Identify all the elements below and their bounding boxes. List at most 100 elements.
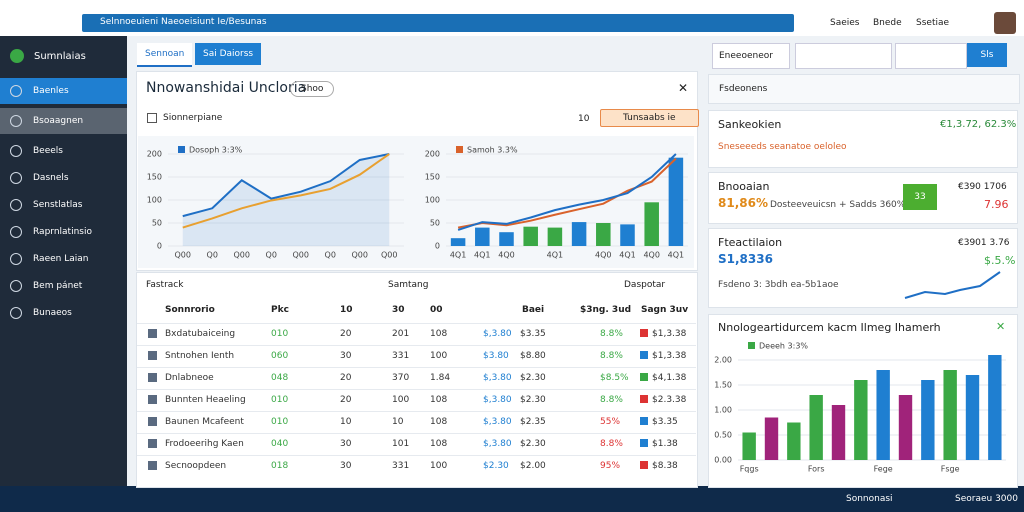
card [708, 172, 1018, 224]
nav-icon [10, 253, 22, 265]
bar [450, 238, 466, 246]
nav-item[interactable]: Bunaeos [33, 308, 72, 318]
toolbar-item[interactable]: Bnede [873, 18, 902, 28]
nav-icon [10, 85, 22, 97]
table-cell: $8.5% [600, 373, 629, 383]
toolbar-item[interactable]: Saeies [830, 18, 860, 28]
panel-button[interactable]: Shoo [290, 81, 335, 97]
row-icon [148, 439, 157, 448]
y-tick-label: 100 [425, 196, 440, 205]
table-cell: $,3.80 [483, 373, 512, 383]
nav-item[interactable]: Bsoaagnen [33, 116, 84, 126]
nav-icon [10, 307, 22, 319]
bar [596, 223, 611, 246]
x-tick-label: Q00 [175, 251, 191, 260]
card [708, 228, 1018, 308]
table-cell: $2.30 [483, 461, 509, 471]
x-tick-label: Q00 [234, 251, 250, 260]
badge: 33 [903, 184, 937, 210]
table-cell: 331 [392, 351, 410, 361]
x-tick-label: Fege [874, 465, 893, 474]
filter[interactable]: Fsdeonens [708, 74, 1020, 104]
row-divider [137, 433, 696, 434]
url: Selnnoeuieni Naeoeisiunt Ie/Besunas [100, 17, 267, 27]
table-cell: 8.8% [600, 351, 623, 361]
x-tick-label: Q00 [352, 251, 368, 260]
bar [547, 227, 563, 246]
x-tick-label: Fqgs [740, 465, 759, 474]
table-cell: Baunen Mcafeent [165, 417, 244, 427]
x-tick-label: Q00 [293, 251, 309, 260]
tab[interactable]: Sai Daiorss [195, 43, 262, 65]
nav-icon [10, 172, 22, 184]
checkbox-label[interactable]: Sionnerpiane [163, 113, 223, 123]
checkbox[interactable] [147, 113, 157, 123]
toggle[interactable]: Tunsaabs ie [600, 109, 699, 127]
input[interactable] [895, 43, 967, 69]
card-side: €3901 3.76 [958, 238, 1010, 248]
nav-item[interactable]: Beeels [33, 146, 63, 156]
cell-swatch [640, 395, 648, 403]
x-tick-label: 4Q0 [595, 251, 611, 260]
chart: 0 50 100 150 200 4Q1 4Q1 4Q0 4Q1 4Q0 4Q1 4Q0 4Q1 Samo… [425, 146, 688, 260]
table-header: $3ng. 3ud [580, 305, 632, 315]
table-filter[interactable]: Daspotar [624, 280, 666, 290]
y-tick-label: 1.50 [714, 381, 732, 390]
tab[interactable]: Sennoan [137, 43, 193, 67]
table-cell: 048 [271, 373, 289, 383]
table-cell: 060 [271, 351, 289, 361]
nav-item[interactable]: Baenles [33, 86, 69, 96]
table-cell: 8.8% [600, 329, 623, 339]
bar [921, 380, 935, 460]
y-tick-label: 150 [425, 173, 440, 182]
y-tick-label: 1.00 [714, 406, 732, 415]
table-cell: 331 [392, 461, 410, 471]
bar [499, 232, 514, 246]
address-bar[interactable] [82, 14, 794, 32]
table-cell: 100 [430, 351, 448, 361]
card-note: Dosteeveuicsn + Sadds 360% [770, 200, 906, 210]
bar [523, 226, 538, 246]
table-header: 10 [340, 305, 353, 315]
panel-title: Nnowanshidai Uncloria [146, 80, 307, 96]
card-value: 81,86% [718, 196, 768, 210]
bar [876, 370, 890, 460]
table-header: Sonnrorio [165, 305, 215, 315]
table-cell: $3.35 [652, 417, 678, 427]
x-tick-label: 4Q1 [668, 251, 684, 260]
table-cell: 018 [271, 461, 289, 471]
bar [898, 395, 913, 460]
cell-swatch [640, 373, 648, 381]
table-cell: $2.30 [520, 439, 546, 449]
x-tick-label: 4Q1 [450, 251, 466, 260]
nav-item[interactable]: Senstlatlas [33, 200, 83, 210]
row-divider [137, 411, 696, 412]
legend-swatch [456, 146, 463, 153]
row-divider [137, 367, 696, 368]
table-cell: 100 [392, 395, 410, 405]
y-tick-label: 0 [157, 242, 162, 251]
nav-icon [10, 280, 22, 292]
x-tick-label: Q0 [207, 251, 218, 260]
x-tick-label: Fors [808, 465, 825, 474]
nav-icon [10, 199, 22, 211]
nav-item[interactable]: Dasnels [33, 173, 69, 183]
search[interactable] [795, 43, 892, 69]
table-cell: $3.35 [520, 329, 546, 339]
close[interactable]: ✕ [996, 320, 1006, 333]
table-group: Samtang [388, 280, 429, 290]
chart: 0.00 0.50 1.00 1.50 2.00 Fqgs Fors Fege Fsge Deee… [714, 342, 1006, 474]
y-tick-label: 150 [147, 173, 162, 182]
table-cell: 30 [340, 439, 352, 449]
x-tick-label: Q00 [381, 251, 397, 260]
close[interactable]: ✕ [678, 81, 689, 95]
nav-item[interactable]: Raprnlatinsio [33, 227, 92, 237]
brand: Sumnlaias [34, 51, 86, 62]
table-cell: $,3.80 [483, 439, 512, 449]
button[interactable]: Sls [967, 43, 1007, 67]
nav-item[interactable]: Raeen Laian [33, 254, 89, 264]
nav-item[interactable]: Bem pánet [33, 281, 83, 291]
select[interactable]: Eneeoeneor [712, 43, 790, 69]
toolbar-item[interactable]: Ssetiae [916, 18, 950, 28]
table-cell: $,3.80 [483, 329, 512, 339]
